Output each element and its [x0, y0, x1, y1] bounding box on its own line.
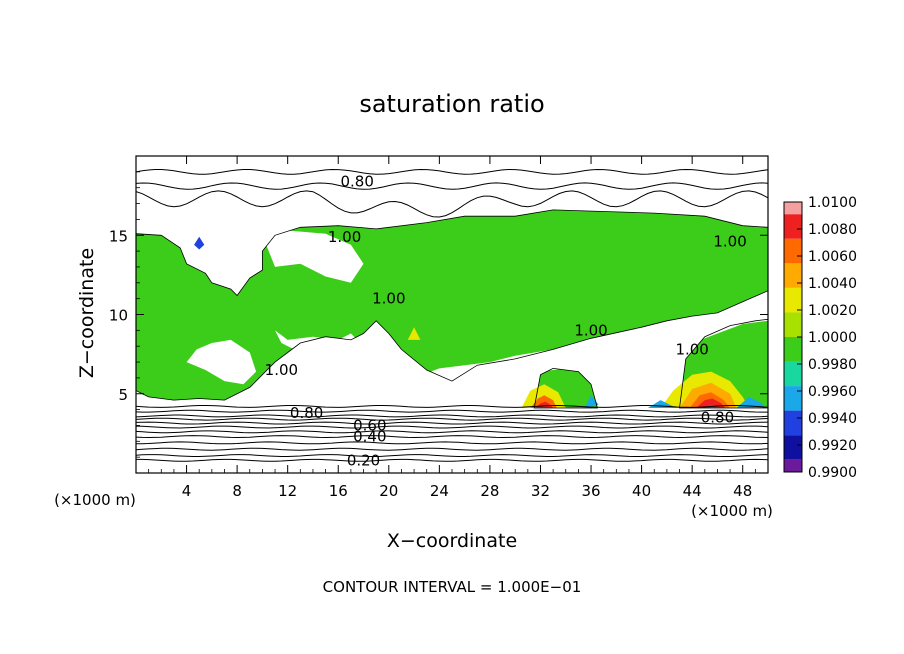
- contour-label: 1.00: [372, 290, 405, 308]
- x-tick-label: 12: [278, 482, 297, 500]
- x-tick-label: 4: [182, 482, 192, 500]
- contour-line: [136, 190, 768, 218]
- colorbar-label: 0.9980: [808, 357, 857, 373]
- colorbar-swatch: [784, 337, 802, 362]
- contour-line: [136, 430, 768, 434]
- contour-label: 0.60: [353, 416, 386, 434]
- colorbar-label: 0.9900: [808, 465, 857, 481]
- contour-line-1-00: [136, 209, 768, 401]
- x-unit-left: (×1000 m): [54, 491, 136, 509]
- y-tick-label: 5: [118, 386, 128, 404]
- contour-line: [136, 441, 768, 445]
- colorbar-label: 0.9920: [808, 438, 857, 454]
- colorbar-label: 0.9960: [808, 384, 857, 400]
- contour-label: 1.00: [675, 340, 708, 358]
- colorbar-swatch: [784, 202, 802, 215]
- y-axis: 5 10 15: [109, 171, 768, 458]
- colorbar-swatch: [784, 214, 802, 239]
- contour-line: [136, 454, 768, 457]
- contour-line: [136, 458, 768, 462]
- x-tick-label: 8: [232, 482, 242, 500]
- contour-line: [136, 435, 768, 439]
- colorbar-swatch: [784, 263, 802, 288]
- colorbar-label: 1.0060: [808, 249, 857, 265]
- y-tick-label: 10: [109, 307, 128, 325]
- x-unit-right: (×1000 m): [691, 502, 773, 520]
- region-subsaturated-17: [584, 395, 599, 408]
- colorbar-swatch: [784, 238, 802, 264]
- colorbar-swatch: [784, 361, 802, 387]
- region-warm-13: [407, 327, 421, 340]
- contour-line: [136, 409, 768, 413]
- contour-labels: 0.80 1.00 1.00 1.00 1.00 1.00 1.00 0.80 0.80 0.60…: [265, 172, 747, 469]
- contour-interval-note: CONTOUR INTERVAL = 1.000E−01: [323, 578, 582, 596]
- contour-line: [136, 425, 768, 429]
- contour-line: [136, 421, 768, 425]
- x-tick-label: 36: [581, 482, 600, 500]
- contour-line: [136, 168, 768, 175]
- contour-label: 0.80: [701, 409, 734, 427]
- y-axis-label: Z−coordinate: [76, 248, 98, 378]
- x-axis-label: X−coordinate: [387, 530, 517, 552]
- x-axis: 4 8 12 16 20 24 28 32 36 40 44 48: [148, 156, 756, 500]
- colorbar-label: 1.0100: [808, 195, 857, 211]
- x-tick-label: 40: [632, 482, 651, 500]
- colorbar-swatch: [784, 386, 802, 411]
- colorbar-swatch: [784, 287, 802, 313]
- colorbar-label: 1.0020: [808, 303, 857, 319]
- contour-lines: [136, 168, 768, 462]
- colorbar-label: 1.0080: [808, 222, 857, 238]
- x-tick-label: 28: [480, 482, 499, 500]
- contour-line: [136, 447, 768, 451]
- contour-line-1-00: [679, 318, 768, 409]
- y-tick-label: 15: [109, 227, 128, 245]
- contour-line: [136, 414, 768, 418]
- contour-line: [136, 182, 768, 190]
- chart-title: saturation ratio: [359, 90, 544, 118]
- region-clear-5: [262, 230, 364, 283]
- contour-label: 1.00: [328, 228, 361, 246]
- contour-label: 0.80: [290, 404, 323, 422]
- contour-label: 0.80: [340, 172, 373, 190]
- contour-line: [136, 405, 768, 408]
- region-subsaturated-16: [194, 236, 205, 250]
- region-subsaturated-15: [736, 396, 766, 408]
- plot-area-fills: [136, 209, 768, 408]
- contour-label: 1.00: [574, 321, 607, 339]
- colorbar-swatch: [784, 459, 802, 472]
- x-tick-label: 20: [379, 482, 398, 500]
- x-tick-label: 44: [683, 482, 702, 500]
- region-clear-3: [275, 305, 768, 407]
- colorbar-swatch: [784, 435, 802, 460]
- colorbar-swatch: [784, 312, 802, 337]
- colorbar-swatch: [784, 410, 802, 436]
- contour-label: 1.00: [713, 233, 746, 251]
- contour-line-1-00: [533, 367, 598, 409]
- colorbar: 1.0100 1.0080 1.0060 1.0040 1.0020 1.0000 0.99…: [783, 195, 857, 481]
- region-clear-4: [186, 339, 257, 385]
- colorbar-label: 1.0040: [808, 276, 857, 292]
- x-tick-label: 16: [329, 482, 348, 500]
- colorbar-label: 0.9940: [808, 411, 857, 427]
- contour-label: 0.40: [353, 428, 386, 446]
- contour-line: [136, 417, 768, 421]
- contour-label: 0.20: [347, 451, 380, 469]
- x-tick-label: 48: [733, 482, 752, 500]
- x-tick-label: 32: [531, 482, 550, 500]
- contour-label: 1.00: [265, 361, 298, 379]
- colorbar-label: 1.0000: [808, 330, 857, 346]
- x-tick-label: 24: [430, 482, 449, 500]
